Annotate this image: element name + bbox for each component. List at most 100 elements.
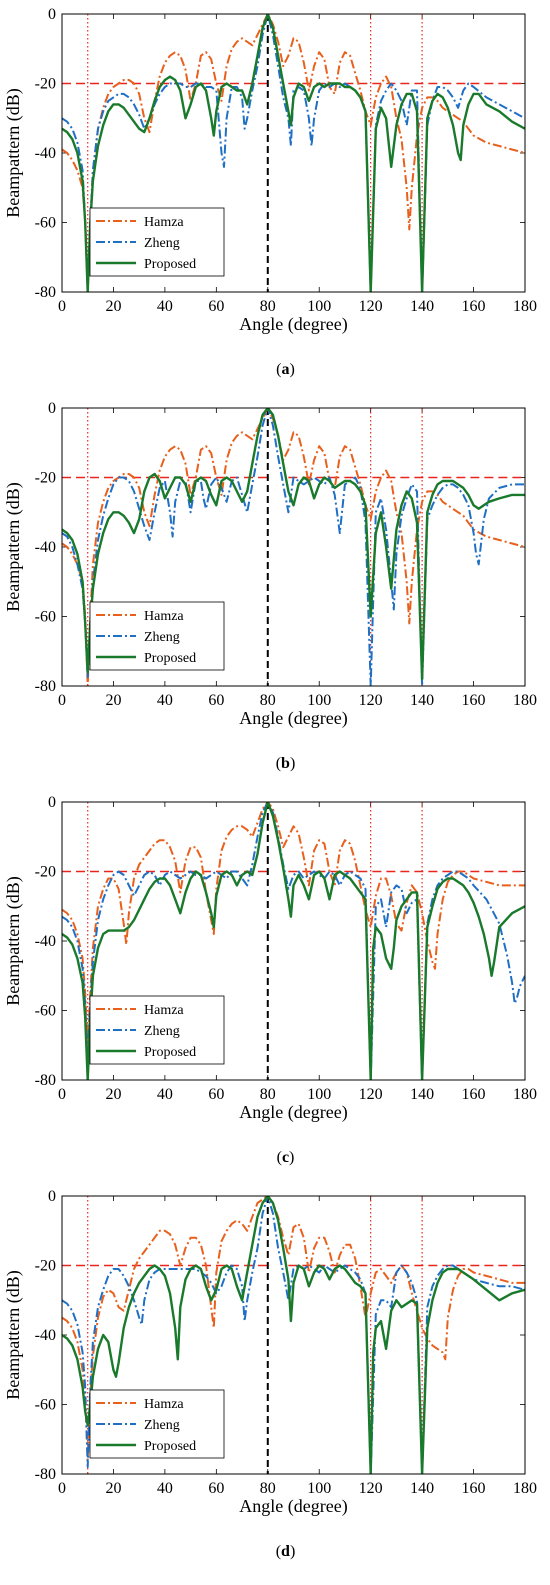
y-tick-label: 0: [48, 1188, 56, 1205]
x-tick-label: 120: [359, 1480, 383, 1497]
x-tick-label: 80: [260, 298, 276, 315]
y-tick-label: -60: [35, 215, 56, 232]
legend-box: [89, 207, 225, 277]
x-tick-label: 120: [359, 1086, 383, 1103]
y-tick-label: -80: [35, 284, 56, 301]
x-tick-label: 40: [157, 1086, 173, 1103]
x-tick-label: 140: [410, 1480, 434, 1497]
x-tick-label: 100: [307, 692, 331, 709]
plot-frame: [61, 13, 526, 293]
panel-label-part: ): [289, 1149, 294, 1166]
panel-label-part: ): [290, 755, 295, 772]
y-axis-label: Beampattern (dB): [3, 876, 24, 1005]
y-axis-label: Beampattern (dB): [3, 88, 24, 217]
x-tick-label: 120: [359, 692, 383, 709]
x-tick-label: 180: [513, 1086, 537, 1103]
x-tick-label: 20: [105, 1086, 121, 1103]
y-tick-label: -60: [35, 609, 56, 626]
legend-label: Zheng: [144, 1024, 180, 1039]
y-tick-label: -20: [35, 864, 56, 881]
series-line-proposed: [62, 1196, 525, 1474]
legend-box: [89, 601, 225, 671]
legend-box: [89, 995, 225, 1065]
y-tick-label: -40: [35, 933, 56, 950]
x-tick-label: 0: [58, 692, 66, 709]
panel-label-part: b: [281, 755, 290, 772]
x-tick-label: 120: [359, 298, 383, 315]
legend-label: Proposed: [144, 1045, 196, 1060]
series-line-proposed: [62, 802, 525, 1080]
y-tick-label: 0: [48, 794, 56, 811]
x-tick-label: 100: [307, 1086, 331, 1103]
legend-label: Hamza: [144, 1003, 184, 1018]
legend-label: Hamza: [144, 1397, 184, 1412]
series-line-zheng: [62, 408, 525, 686]
plot-content: [62, 1196, 525, 1474]
x-tick-label: 160: [462, 1086, 486, 1103]
series-line-proposed: [62, 14, 525, 292]
x-tick-label: 40: [157, 298, 173, 315]
x-tick-label: 100: [307, 298, 331, 315]
x-axis-label: Angle (degree): [239, 708, 347, 729]
y-axis-label: Beampattern (dB): [3, 482, 24, 611]
panel-label-part: ): [290, 1543, 295, 1560]
panel-label-part: ): [290, 361, 295, 378]
x-axis-label: Angle (degree): [239, 314, 347, 335]
x-tick-label: 80: [260, 1086, 276, 1103]
y-tick-label: 0: [48, 400, 56, 417]
x-tick-label: 180: [513, 1480, 537, 1497]
panel-label-part: (: [276, 755, 281, 772]
x-axis-label: Angle (degree): [239, 1496, 347, 1517]
x-tick-label: 60: [208, 298, 224, 315]
plot-content: [62, 408, 525, 686]
y-tick-label: -80: [35, 1072, 56, 1089]
legend-label: Hamza: [144, 215, 184, 230]
x-tick-label: 180: [513, 298, 537, 315]
series-line-zheng: [62, 14, 525, 292]
panel-label-part: d: [281, 1543, 290, 1560]
y-tick-label: -20: [35, 1258, 56, 1275]
y-tick-label: -20: [35, 470, 56, 487]
y-tick-label: -60: [35, 1397, 56, 1414]
panel-label: (b): [276, 755, 296, 772]
x-tick-label: 80: [260, 1480, 276, 1497]
chart-panel-3: 0 20 40 60 80 100 120 140 160 180 0 -20 -40 -60 -80 Ham…: [3, 1188, 537, 1560]
chart-panel-1: 0 20 40 60 80 100 120 140 160 180 0 -20 -40 -60 -80 Ham…: [3, 400, 537, 772]
y-tick-label: -40: [35, 1327, 56, 1344]
legend-label: Zheng: [144, 1418, 180, 1433]
x-tick-label: 40: [157, 692, 173, 709]
panel-label: (c): [277, 1149, 295, 1166]
x-tick-label: 60: [208, 1086, 224, 1103]
plot-frame: [61, 801, 526, 1081]
legend-label: Zheng: [144, 630, 180, 645]
plot-frame: [61, 407, 526, 687]
plot-frame: [61, 1195, 526, 1475]
x-tick-label: 20: [105, 1480, 121, 1497]
panel-label-part: a: [282, 361, 290, 378]
x-tick-label: 40: [157, 1480, 173, 1497]
y-tick-label: -40: [35, 539, 56, 556]
x-tick-label: 60: [208, 1480, 224, 1497]
legend-box: [89, 1389, 225, 1459]
y-tick-label: -60: [35, 1003, 56, 1020]
panel-label-part: (: [276, 1543, 281, 1560]
panel-label-part: c: [282, 1149, 289, 1166]
x-axis-label: Angle (degree): [239, 1102, 347, 1123]
legend-label: Zheng: [144, 236, 180, 251]
legend-label: Hamza: [144, 609, 184, 624]
panel-label: (a): [276, 361, 295, 378]
panel-label-part: (: [276, 361, 281, 378]
y-axis-label: Beampattern (dB): [3, 1270, 24, 1399]
x-tick-label: 160: [462, 298, 486, 315]
plot-content: [62, 802, 525, 1080]
x-tick-label: 0: [58, 1480, 66, 1497]
plot-content: [62, 14, 525, 292]
x-tick-label: 20: [105, 692, 121, 709]
x-tick-label: 0: [58, 298, 66, 315]
x-tick-label: 140: [410, 298, 434, 315]
chart-panel-0: 0 20 40 60 80 100 120 140 160 180 0 -20 -40 -60 -80 Ham…: [3, 6, 537, 378]
x-tick-label: 80: [260, 692, 276, 709]
x-tick-label: 20: [105, 298, 121, 315]
series-line-proposed: [62, 408, 525, 681]
